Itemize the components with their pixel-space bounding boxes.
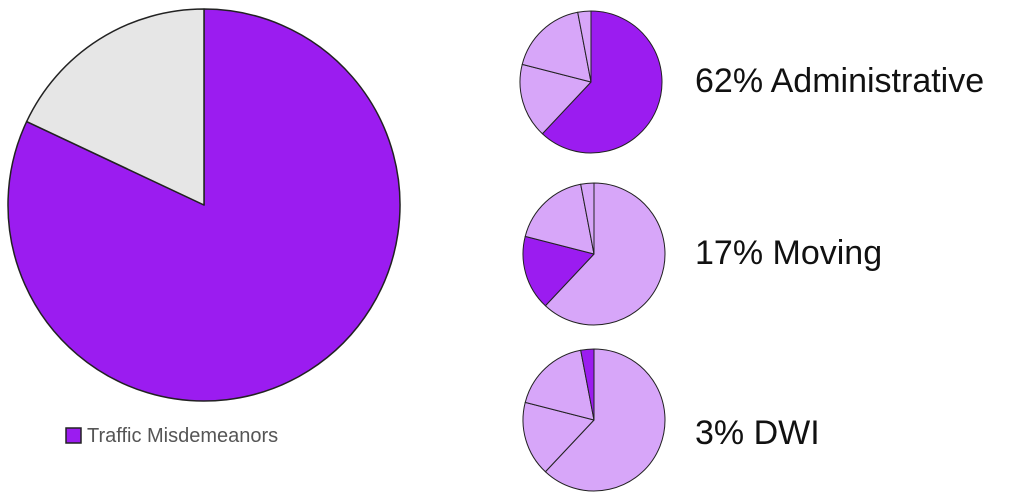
pie-slice-administrative	[541, 10, 663, 154]
small-pie-dwi	[522, 348, 666, 492]
legend-swatch	[65, 427, 82, 444]
main-pie	[7, 8, 401, 402]
pie-slice-dwi	[580, 348, 595, 421]
pie-slice-dwi	[580, 182, 595, 255]
pie-slice-other	[521, 11, 592, 83]
pie-slice-moving	[522, 401, 595, 473]
pie-slice-moving	[519, 63, 592, 135]
legend-label: Traffic Misdemeanors	[87, 425, 278, 447]
main-legend: Traffic Misdemeanors	[65, 425, 278, 447]
small-pie-moving	[522, 182, 666, 326]
small-pie-label-dwi: 3% DWI	[695, 414, 820, 452]
small-pie-label-moving: 17% Moving	[695, 234, 882, 272]
pie-slice-administrative	[544, 348, 666, 492]
pie-slice-administrative	[544, 182, 666, 326]
small-pie-label-administrative: 62% Administrative	[695, 62, 984, 100]
pie-slice-moving	[522, 235, 595, 307]
pie-slice-other	[524, 349, 595, 421]
pie-slice-dwi	[577, 10, 592, 83]
pie-slice-other	[524, 183, 595, 255]
pie-slice-other	[25, 8, 205, 206]
small-pie-administrative	[519, 10, 663, 154]
